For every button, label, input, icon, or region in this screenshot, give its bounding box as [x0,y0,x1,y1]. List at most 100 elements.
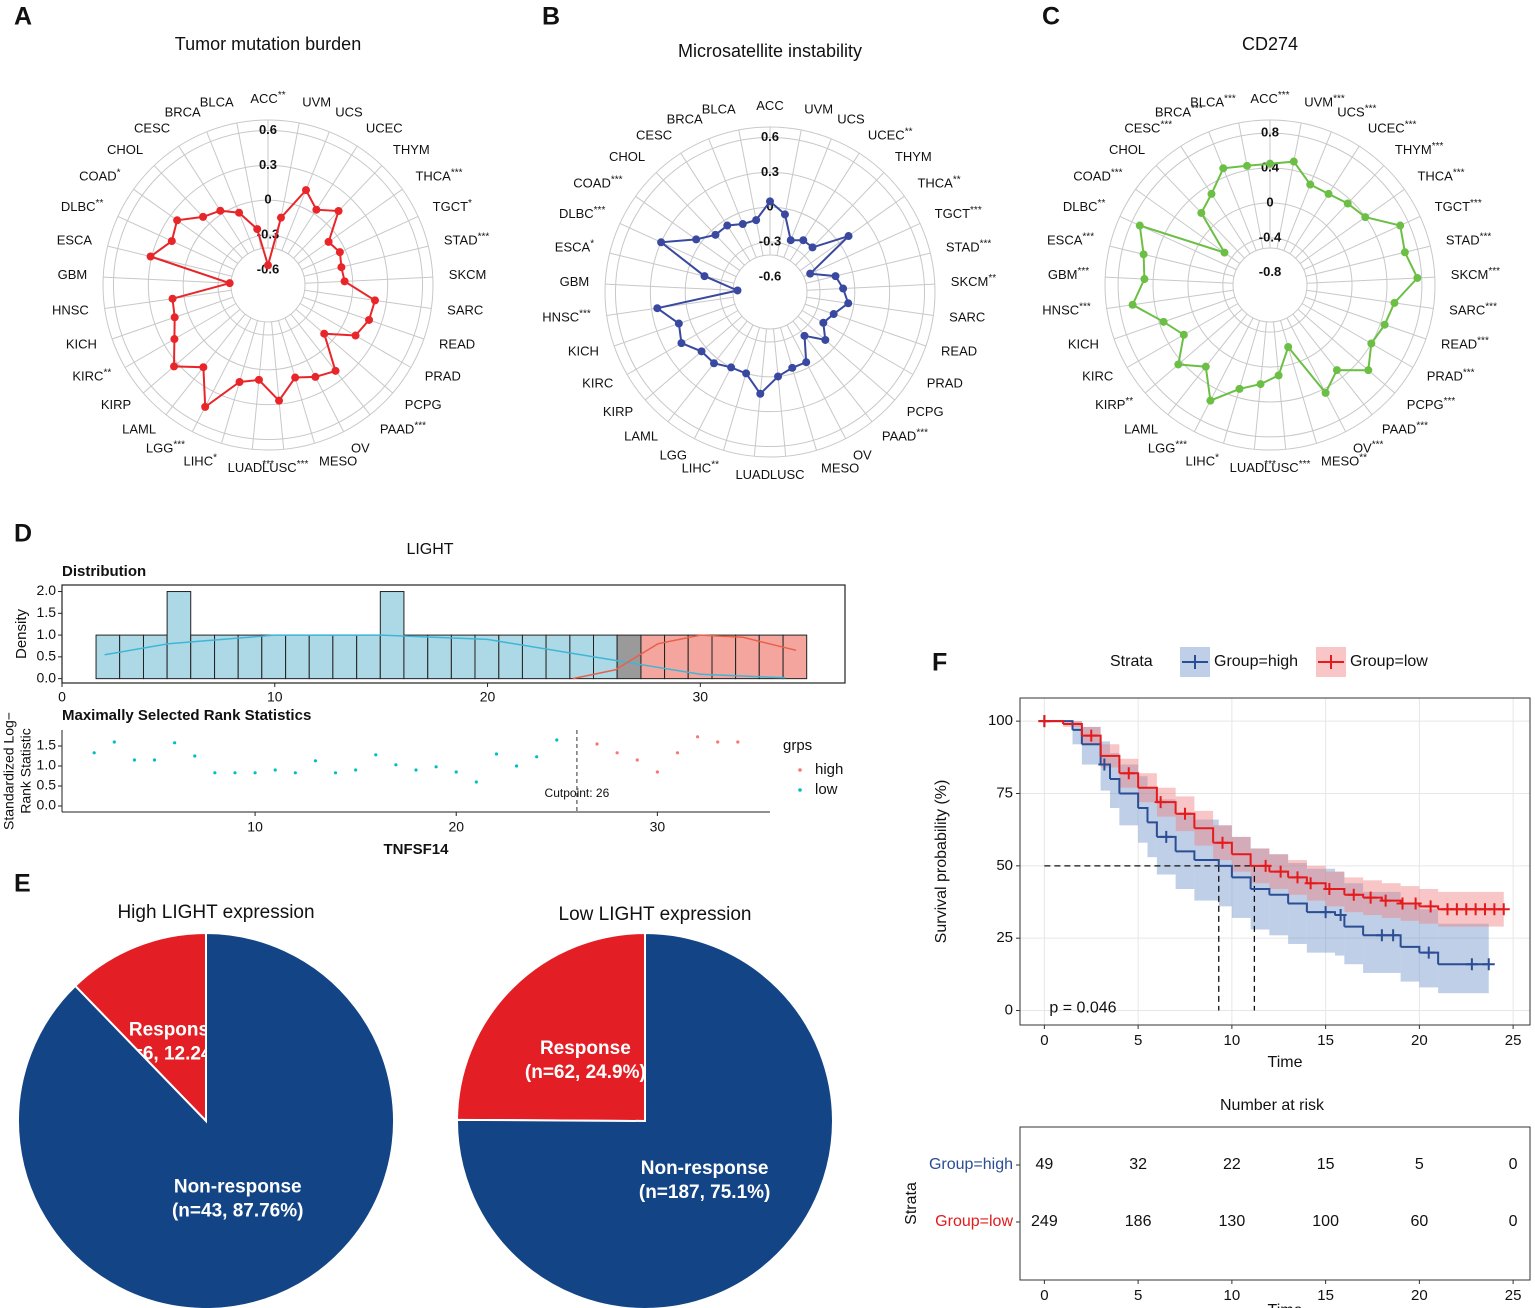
spoke [1292,313,1373,416]
category-label: SKCM [449,268,487,283]
category-name: THCA [415,169,451,184]
category-name: HNSC [52,303,89,318]
category-name: UCS [335,105,363,120]
significance: *** [297,459,309,470]
radar-point [1159,317,1168,326]
survival-step [1175,850,1196,861]
category-label: DLBC*** [559,205,605,222]
category-name: LUSC [1264,461,1299,476]
significance: * [213,452,217,463]
x-tick-label: 20 [1411,1287,1428,1304]
category-name: KIRP [101,398,131,413]
category-name: MESO [821,461,859,476]
spoke [1208,131,1257,251]
spoke [1289,145,1360,255]
radar-point [167,237,176,246]
legend-swatch [1318,655,1344,669]
panel-label: C [1042,3,1060,31]
category-label: PAAD*** [1382,420,1428,437]
radar-point [1380,320,1389,329]
spoke [605,283,734,291]
spoke [303,245,429,277]
point [253,771,257,775]
point [675,751,680,755]
radar-point [677,339,686,348]
spoke [153,165,243,259]
slice-label: Non-response [174,1176,302,1197]
point [716,740,720,744]
radar-point [1201,362,1210,371]
censor-mark [1291,871,1304,884]
slice-value-label: (n=62, 24.9%) [525,1062,646,1083]
significance: *** [1224,93,1236,104]
radar-point [168,294,177,303]
x-tick-label: 5 [1134,1287,1142,1304]
category-name: BLCA [200,95,234,110]
radar-point [780,210,789,219]
category-label: SKCM*** [1451,266,1500,283]
radar-point [264,261,272,270]
category-name: KIRP [603,405,633,420]
category-label: UCS [837,112,865,127]
significance: *** [1405,119,1417,130]
legend-label: low [815,781,838,798]
category-name: THYM [1395,143,1432,158]
spoke [806,296,934,316]
y-tick-label: 0.5 [37,777,57,793]
censor-mark [1259,859,1272,872]
censor-mark [1179,807,1191,820]
censor-mark [1364,891,1377,904]
spoke [107,245,233,277]
radar-point [254,375,263,384]
category-label: CHOL [107,143,143,158]
category-name: UVM [1304,95,1333,110]
category-name: CHOL [609,150,645,165]
point [454,770,458,774]
bar [450,634,476,680]
table-border [1019,1126,1531,1281]
category-label: GBM [560,275,590,290]
radar-point [1361,213,1370,222]
radar-point [334,206,343,215]
bar [521,634,547,680]
category-name: SKCM [449,268,487,283]
panel-label: B [542,3,560,31]
chart-title: Maximally Selected Rank Statistics [62,707,311,724]
category-label: CESC*** [1124,119,1172,136]
spoke [779,327,817,451]
category-name: LAML [122,422,156,437]
x-tick-label: 0 [58,689,66,705]
category-label: UCS*** [1337,103,1376,120]
category-name: UCEC [868,128,905,143]
radar-point [799,236,808,245]
significance: *** [980,238,992,249]
category-label: THYM [393,143,430,158]
category-label: LGG*** [1148,439,1187,456]
significance: ** [1125,396,1133,407]
category-name: CESC [134,121,170,136]
radar-point [1139,250,1148,259]
radar-point [1324,189,1333,198]
category-label: LGG*** [146,439,185,456]
point [354,768,358,772]
radar-point [1390,298,1399,307]
category-label: GBM*** [1048,266,1089,283]
y-tick-label: 0.0 [37,797,57,813]
radar-line [654,199,850,396]
significance: ** [103,367,111,378]
category-label: UCEC [366,121,403,136]
category-label: ACC*** [1250,90,1289,107]
spoke [304,289,432,309]
category-name: OV [351,441,370,456]
radar-point [786,236,795,245]
r-tick-label: -0.3 [257,226,279,241]
category-label: THYM*** [1395,141,1444,158]
radar-point [752,216,761,225]
panel-label: A [14,3,32,31]
spoke [104,289,232,309]
spoke [191,317,252,432]
spoke [297,188,403,264]
category-name: PCPG [1407,398,1444,413]
spoke [178,145,249,255]
